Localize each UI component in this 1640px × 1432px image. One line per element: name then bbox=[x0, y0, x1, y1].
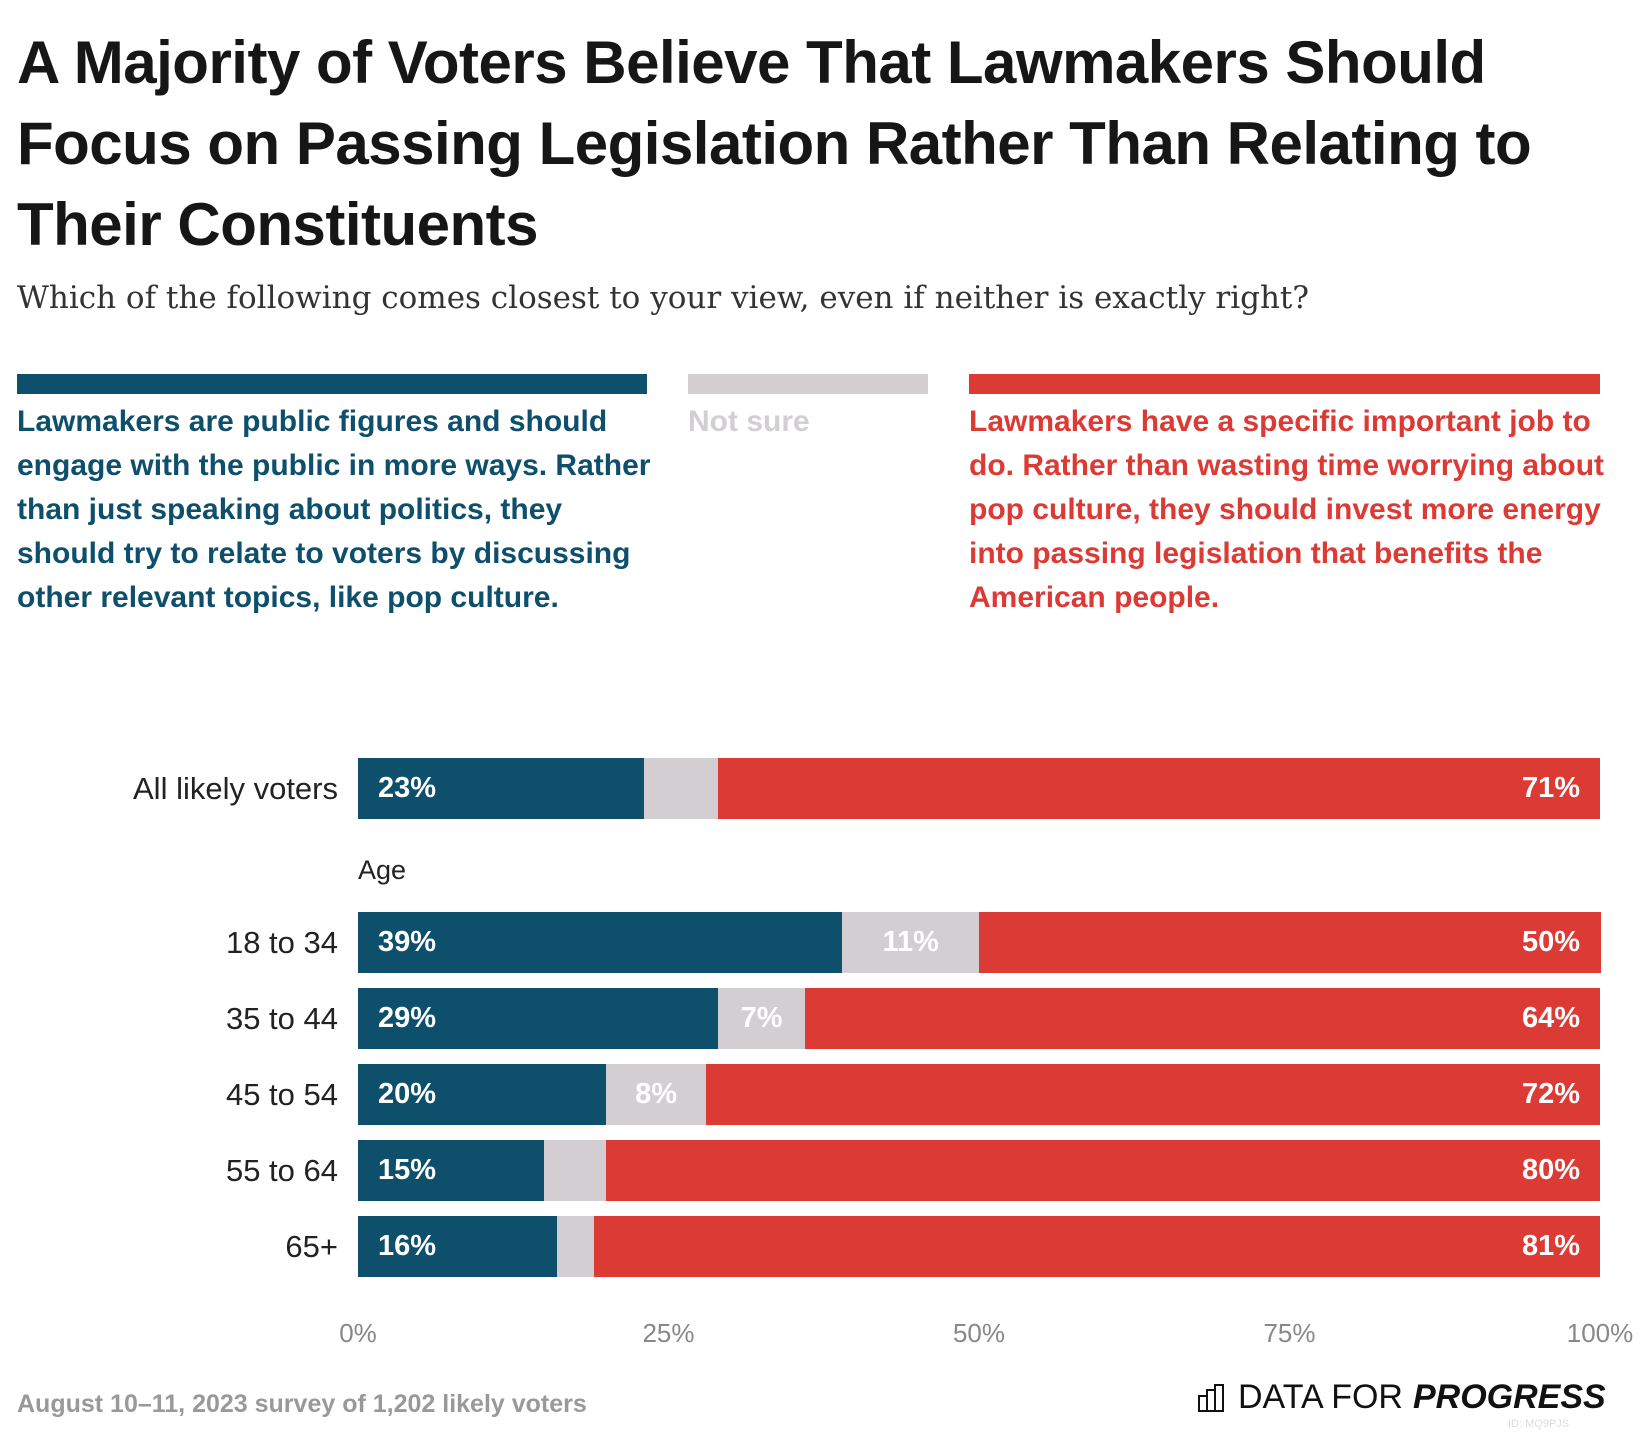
x-tick-label: 25% bbox=[642, 1318, 695, 1348]
value-label-legislate: 72% bbox=[1521, 1078, 1580, 1110]
row-label: All likely voters bbox=[133, 771, 338, 806]
bar-segment-legislate bbox=[805, 988, 1601, 1049]
bar-segment-engage bbox=[358, 912, 843, 973]
chart-subtitle: Which of the following comes closest to … bbox=[17, 280, 1309, 316]
bar-segment-not-sure bbox=[842, 912, 980, 973]
bar-segment-not-sure bbox=[544, 1140, 607, 1201]
x-tick-label: 0% bbox=[339, 1318, 377, 1348]
row-label: 65+ bbox=[285, 1229, 338, 1264]
value-label-legislate: 81% bbox=[1521, 1230, 1580, 1262]
bar-segment-legislate bbox=[606, 1140, 1601, 1201]
legend-label-legislate: Lawmakers have a specific important job … bbox=[969, 405, 1605, 614]
row-label: 55 to 64 bbox=[225, 1153, 338, 1188]
legend-swatch-not-sure bbox=[688, 374, 928, 394]
legend-label-not-sure: Not sure bbox=[688, 405, 810, 438]
x-tick-label: 50% bbox=[952, 1318, 1006, 1348]
value-label-engage: 20% bbox=[378, 1078, 437, 1110]
bar-segment-engage bbox=[358, 1064, 607, 1125]
logo-text-light: DATA FOR bbox=[1238, 1378, 1403, 1416]
chart-title: A Majority of Voters Believe That Lawmak… bbox=[17, 29, 1532, 258]
bar-segment-engage bbox=[358, 988, 719, 1049]
bar-segment-not-sure bbox=[643, 758, 719, 819]
row-label: 35 to 44 bbox=[225, 1001, 338, 1036]
value-label-not-sure: 8% bbox=[635, 1078, 678, 1110]
bar-segment-legislate bbox=[979, 912, 1601, 973]
logo-text-bold: PROGRESS bbox=[1412, 1378, 1606, 1416]
value-label-engage: 23% bbox=[378, 772, 437, 804]
bar-chart-icon bbox=[1198, 1383, 1224, 1412]
value-label-not-sure: 11% bbox=[882, 926, 939, 958]
bar-segment-legislate bbox=[593, 1216, 1601, 1277]
row-label: 18 to 34 bbox=[225, 925, 338, 960]
chart-id: ID: MQ9PJS bbox=[1508, 1418, 1570, 1430]
value-label-engage: 39% bbox=[378, 926, 437, 958]
bar-segment-legislate bbox=[718, 758, 1601, 819]
bar-segment-engage bbox=[358, 758, 645, 819]
value-label-legislate: 71% bbox=[1521, 772, 1580, 804]
value-label-legislate: 50% bbox=[1521, 926, 1580, 958]
bar-segment-not-sure bbox=[606, 1064, 707, 1125]
bar-segment-not-sure bbox=[718, 988, 806, 1049]
footer-source: August 10–11, 2023 survey of 1,202 likel… bbox=[17, 1390, 587, 1418]
legend-swatch-engage bbox=[17, 374, 647, 394]
group-label-age: Age bbox=[358, 855, 407, 885]
logo: DATA FOR PROGRESS bbox=[1198, 1378, 1606, 1417]
x-tick-label: 75% bbox=[1263, 1318, 1316, 1348]
bar-segment-engage bbox=[358, 1140, 545, 1201]
value-label-engage: 29% bbox=[378, 1002, 437, 1034]
bar-segment-engage bbox=[358, 1216, 558, 1277]
value-label-engage: 15% bbox=[378, 1154, 437, 1186]
row-label: 45 to 54 bbox=[225, 1077, 338, 1112]
legend-label-engage: Lawmakers are public figures and should … bbox=[17, 405, 651, 614]
bar-segment-legislate bbox=[705, 1064, 1601, 1125]
x-tick-label: 100% bbox=[1566, 1318, 1634, 1348]
value-label-not-sure: 7% bbox=[740, 1002, 783, 1034]
value-label-legislate: 80% bbox=[1521, 1154, 1580, 1186]
bar-segment-not-sure bbox=[556, 1216, 595, 1277]
legend-swatch-legislate bbox=[969, 374, 1600, 394]
value-label-engage: 16% bbox=[378, 1230, 437, 1262]
value-label-legislate: 64% bbox=[1521, 1002, 1580, 1034]
